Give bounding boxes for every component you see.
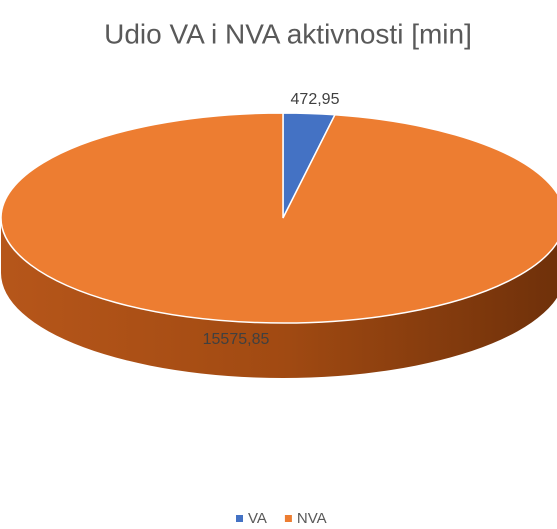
data-label: 472,95 xyxy=(291,91,340,108)
legend-label: VA xyxy=(248,510,267,527)
legend-label: NVA xyxy=(297,510,327,527)
legend-swatch xyxy=(284,515,292,522)
chart-title: Udio VA i NVA aktivnosti [min] xyxy=(104,18,472,49)
pie-side xyxy=(1,218,557,378)
legend-swatch xyxy=(236,515,243,522)
pie-slice xyxy=(0,112,557,324)
data-label: 15575,85 xyxy=(203,331,270,348)
